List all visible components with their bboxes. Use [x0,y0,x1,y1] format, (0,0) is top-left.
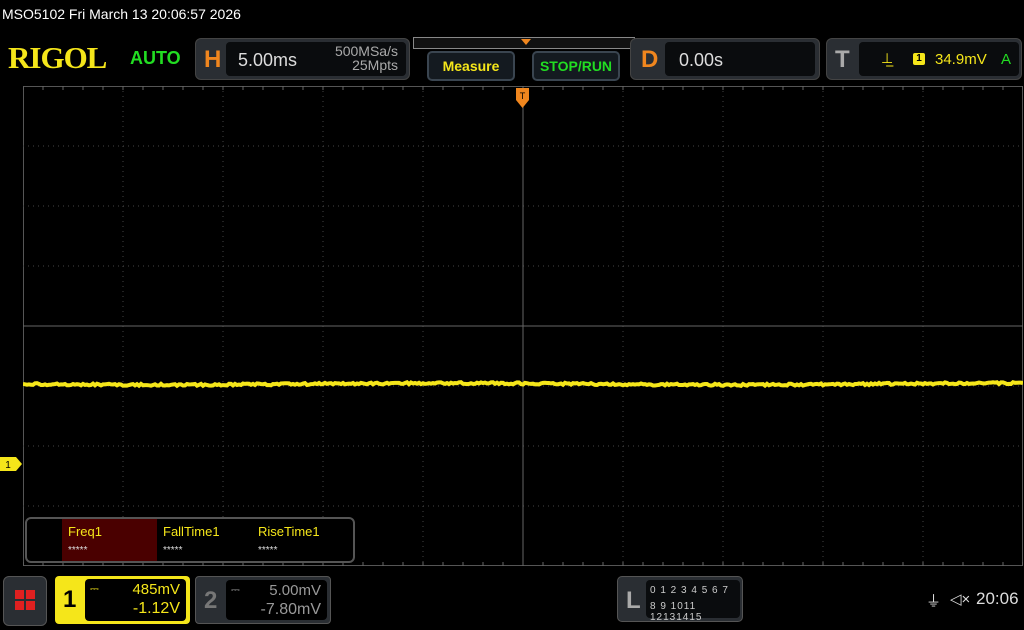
measurement-falltime[interactable]: FallTime1 ***** [157,519,252,561]
trigger-mode-status[interactable]: AUTO [130,48,181,69]
sample-rate: 500MSa/s [335,44,398,58]
trigger-source: 1 [913,53,925,65]
trigger-level: 34.9mV [935,51,987,68]
channel2-offset: -7.80mV [261,601,321,619]
channel1-offset-marker[interactable]: 1 [0,457,22,471]
measurement-freq[interactable]: Freq1 ***** [62,519,157,561]
clock: 20:06 [976,589,1019,609]
svg-text:1: 1 [5,460,11,471]
channel2-scale: 5.00mV [269,582,321,599]
memory-depth: 25Mpts [335,58,398,72]
delay-panel[interactable]: D 0.00s [630,38,820,80]
horizontal-label: H [204,46,221,74]
trigger-position-icon[interactable]: T [516,88,529,108]
dc-coupling-icon: ⎓ [90,583,99,596]
acquisition-info: 500MSa/s 25Mpts [335,44,398,72]
usb-icon: ⏚ [926,590,941,611]
rising-edge-icon: ⊥̲ [881,50,893,67]
channel1-number: 1 [63,586,76,614]
horizontal-panel[interactable]: H 5.00ms 500MSa/s 25Mpts [195,38,410,80]
delay-label: D [641,46,658,74]
trigger-sweep-mode: A [1001,51,1011,68]
measurement-value: ***** [163,545,182,556]
channel2-panel[interactable]: 2 ⎓ 5.00mV -7.80mV [195,576,331,624]
measurement-label: Freq1 [68,524,102,539]
channel1-waveform [23,382,1023,386]
mute-icon[interactable]: ◁× [950,590,970,608]
logic-label: L [626,587,641,615]
dc-coupling-icon: ⎓ [231,584,240,597]
trigger-label: T [835,46,850,74]
measurement-bar: Freq1 ***** FallTime1 ***** RiseTime1 ***** [25,517,355,563]
logic-analyzer-panel[interactable]: L 0 1 2 3 4 5 6 7 8 9 1011 12131415 [617,576,743,622]
measurement-value: ***** [68,545,87,556]
delay-value: 0.00s [679,50,723,71]
measurement-label: RiseTime1 [258,524,320,539]
waveform-grid[interactable] [23,86,1023,566]
memory-position-bar [413,37,635,49]
rigol-logo: RIGOL [8,40,106,76]
svg-text:T: T [520,91,526,101]
channel1-offset: -1.12V [133,600,180,618]
main-menu-button[interactable] [3,576,47,626]
logic-channels-row2: 8 9 1011 12131415 [650,601,740,623]
trigger-position-marker [521,39,531,45]
measurement-label: FallTime1 [163,524,220,539]
logic-channels-row1: 0 1 2 3 4 5 6 7 [650,585,729,596]
measurement-risetime[interactable]: RiseTime1 ***** [252,519,347,561]
stop-run-button[interactable]: STOP/RUN [532,51,620,81]
timebase-value: 5.00ms [238,50,297,71]
channel2-number: 2 [204,587,217,615]
channel1-scale: 485mV [132,581,180,598]
measure-button[interactable]: Measure [427,51,515,81]
channel1-panel[interactable]: 1 ⎓ 485mV -1.12V [55,576,190,624]
trigger-panel[interactable]: T ⊥̲ 1 34.9mV A [826,38,1022,80]
window-title: MSO5102 Fri March 13 20:06:57 2026 [2,6,241,22]
measurement-value: ***** [258,545,277,556]
